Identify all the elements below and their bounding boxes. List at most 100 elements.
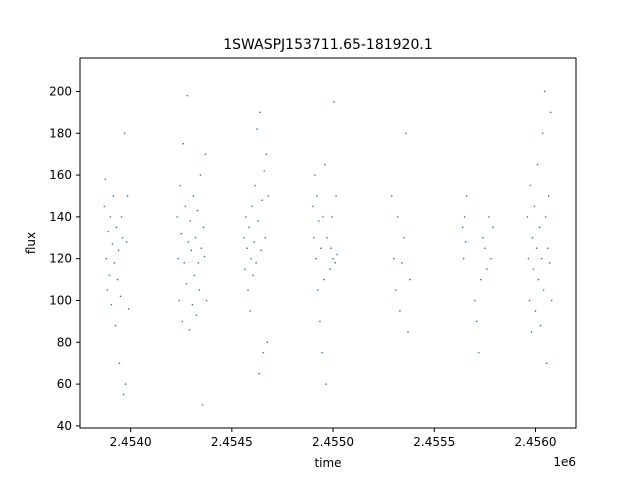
data-point [267,195,270,197]
data-point [490,257,492,260]
data-point [409,278,411,281]
data-point [125,241,128,243]
data-point [542,289,545,291]
data-point [265,153,268,155]
data-point [461,226,464,229]
data-point [316,195,318,197]
data-point [199,174,202,176]
y-axis-label: flux [24,232,38,254]
data-point [184,205,187,208]
data-point [117,249,120,252]
data-point [191,303,194,306]
data-point [476,320,478,323]
data-point [549,111,552,114]
data-point [527,257,530,260]
data-point [264,236,267,239]
scatter-points [103,90,553,406]
data-point [119,295,122,298]
data-point [536,163,539,166]
x-tick-label: 2.4540 [110,435,152,449]
data-point [127,308,130,310]
data-point [336,253,338,256]
data-point [121,236,124,239]
y-tick-label: 80 [57,335,72,349]
data-point [550,299,553,302]
data-point [115,226,118,229]
data-point [114,324,117,327]
data-point [526,216,529,218]
data-point [324,163,326,166]
x-tick-label: 2.4560 [515,435,557,449]
data-point [124,383,127,385]
data-point [330,247,332,250]
data-point [322,216,324,218]
data-point [108,274,111,277]
y-tick-label: 160 [49,168,72,182]
data-point [258,372,260,375]
data-point [109,216,112,218]
data-point [480,278,482,281]
data-point [106,289,109,291]
data-point [263,170,266,172]
data-point [534,310,537,312]
data-point [399,310,401,312]
data-point [254,184,256,187]
data-point [531,236,534,239]
data-point [195,314,198,316]
data-point [120,216,123,218]
data-point [405,132,407,135]
data-point [325,383,327,385]
data-point [255,262,257,264]
data-point [205,299,208,302]
data-point [482,236,484,239]
data-point [395,289,397,291]
data-point [259,111,261,114]
data-point [464,241,467,243]
data-point [192,195,195,197]
data-point [488,216,490,218]
data-point [473,299,476,302]
data-point [545,362,548,365]
data-point [484,247,486,250]
y-tick-label: 40 [57,419,72,433]
data-point [535,247,538,250]
y-tick-label: 60 [57,377,72,391]
data-point [190,249,193,252]
data-point [178,299,180,302]
data-point [187,241,190,243]
data-point [246,247,248,250]
data-point [247,289,249,291]
y-tick-label: 100 [49,293,72,307]
data-point [528,299,531,302]
data-point [251,205,253,208]
data-point [533,205,536,208]
data-point [105,257,108,260]
x-tick-label: 2.4555 [413,435,455,449]
data-point [407,331,409,333]
data-point [321,351,323,354]
data-point [201,404,204,406]
data-point [334,262,336,264]
data-point [313,236,315,239]
chart-title: 1SWASPJ153711.65-181920.1 [223,37,432,53]
data-point [176,216,178,218]
data-point [103,205,106,208]
data-point [248,226,250,229]
data-point [312,205,314,208]
data-point [182,142,185,145]
data-point [478,351,480,354]
data-point [544,216,547,218]
data-point [397,216,399,218]
x-axis-offset-label: 1e6 [553,455,576,469]
data-point [202,226,205,229]
y-axis: 40 60 80 100 120 140 160 180 200 [49,84,80,433]
data-point [403,236,405,239]
data-point [250,257,252,260]
data-point [537,278,540,281]
data-point [113,262,116,264]
data-point [401,262,403,264]
data-point [326,236,328,239]
data-point [245,216,247,218]
data-point [318,220,320,222]
